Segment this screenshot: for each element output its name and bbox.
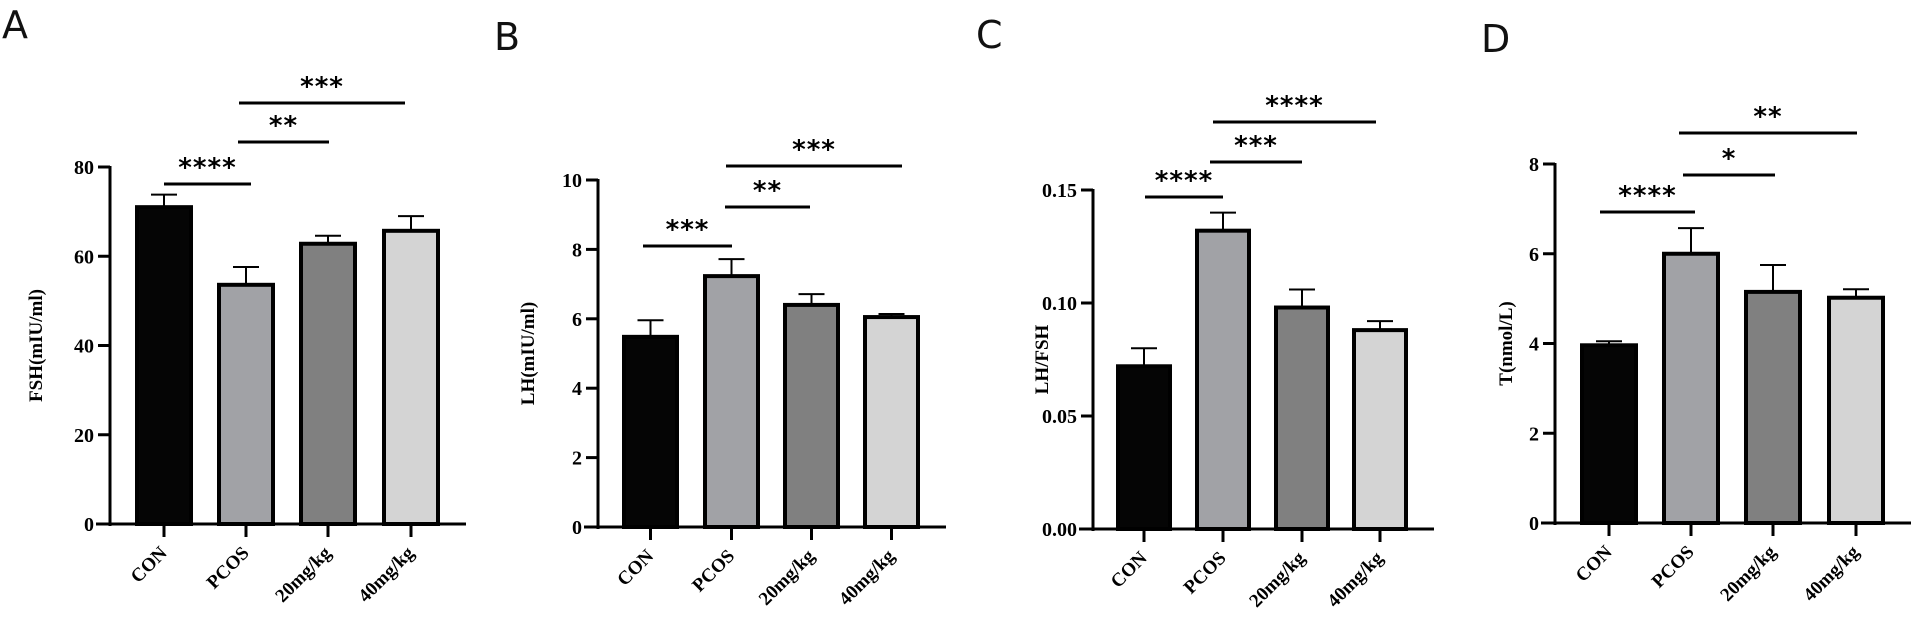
y-tick-label: 4 bbox=[572, 378, 582, 400]
panel-b: B 0 2 4 6 8 10 LH(mIU/ml) CON PCOS 20mg/kg 40mg/kg *… bbox=[494, 15, 946, 610]
significance-label: *** bbox=[1234, 131, 1278, 161]
x-tick-label: CON bbox=[1107, 547, 1152, 592]
x-tick-label: 40mg/kg bbox=[1323, 547, 1387, 611]
bar-40mgkg bbox=[1352, 328, 1408, 531]
bar-con bbox=[622, 334, 679, 529]
x-tick-label: PCOS bbox=[1180, 548, 1231, 599]
bar-con bbox=[135, 205, 193, 526]
significance-label: ** bbox=[1753, 102, 1782, 132]
y-tick-label: 4 bbox=[1529, 334, 1539, 356]
x-tick-label: PCOS bbox=[1648, 542, 1699, 593]
x-tick-label: 20mg/kg bbox=[1716, 541, 1780, 605]
y-tick-label: 6 bbox=[1529, 244, 1539, 266]
x-tick-label: 20mg/kg bbox=[271, 542, 335, 606]
bar-20mgkg bbox=[783, 302, 840, 530]
x-tick-label: CON bbox=[1572, 541, 1617, 586]
bar-20mgkg bbox=[1274, 305, 1330, 531]
significance-label: **** bbox=[178, 153, 236, 183]
bar-40mgkg bbox=[863, 315, 920, 529]
bar-20mgkg bbox=[299, 241, 357, 526]
y-tick-label: 40 bbox=[74, 336, 94, 358]
x-tick-label: CON bbox=[127, 542, 172, 587]
y-tick-label: 80 bbox=[74, 157, 94, 179]
y-axis-title: T(nmol/L) bbox=[1496, 301, 1517, 385]
significance-label: **** bbox=[1618, 181, 1676, 211]
bar-con bbox=[1580, 343, 1638, 526]
bar-pcos bbox=[1195, 228, 1251, 531]
y-tick-label: 2 bbox=[1529, 423, 1539, 445]
panel-a: A 0 20 40 60 80 FSH(mIU/ml) CON PCOS 20mg/kg 40mg/… bbox=[2, 3, 466, 607]
x-tick-label: 40mg/kg bbox=[1799, 541, 1863, 605]
y-axis-title: LH(mIU/ml) bbox=[518, 302, 539, 405]
panel-letter: B bbox=[494, 15, 520, 59]
significance-label: ** bbox=[753, 176, 782, 206]
x-tick-label: 40mg/kg bbox=[835, 545, 899, 609]
y-axis-title: FSH(mIU/ml) bbox=[26, 289, 47, 402]
significance-label: *** bbox=[666, 215, 710, 245]
y-tick-label: 8 bbox=[572, 239, 582, 261]
bar-con bbox=[1116, 364, 1172, 531]
y-tick-label: 2 bbox=[572, 448, 582, 470]
y-tick-label: 0 bbox=[84, 514, 94, 536]
y-tick-label: 8 bbox=[1529, 154, 1539, 176]
panel-letter: D bbox=[1481, 17, 1510, 61]
y-tick-label: 0 bbox=[572, 517, 582, 539]
y-tick-label: 0.10 bbox=[1042, 293, 1077, 315]
significance-label: * bbox=[1722, 144, 1737, 174]
y-tick-label: 60 bbox=[74, 246, 94, 268]
y-tick-label: 0.15 bbox=[1042, 180, 1077, 202]
bar-pcos bbox=[217, 282, 275, 526]
bar-pcos bbox=[1662, 251, 1720, 525]
y-tick-label: 0 bbox=[1529, 513, 1539, 535]
x-tick-label: CON bbox=[613, 545, 658, 590]
x-tick-label: 20mg/kg bbox=[755, 545, 819, 609]
panel-letter: C bbox=[976, 13, 1003, 57]
x-tick-label: 40mg/kg bbox=[354, 542, 418, 606]
bar-40mgkg bbox=[1827, 295, 1885, 526]
panel-c: C 0.00 0.05 0.10 0.15 LH/FSH CON PCOS 20mg/kg 40m… bbox=[976, 13, 1434, 612]
x-tick-label: PCOS bbox=[203, 543, 254, 594]
significance-label: ** bbox=[269, 111, 298, 141]
y-axis-title: LH/FSH bbox=[1032, 324, 1053, 394]
y-tick-label: 6 bbox=[572, 309, 582, 331]
x-tick-label: PCOS bbox=[688, 546, 739, 597]
y-tick-label: 10 bbox=[562, 170, 582, 192]
significance-label: **** bbox=[1265, 91, 1323, 121]
x-tick-label: 20mg/kg bbox=[1245, 547, 1309, 611]
panel-letter: A bbox=[2, 3, 28, 47]
y-tick-label: 20 bbox=[74, 425, 94, 447]
significance-label: **** bbox=[1155, 166, 1213, 196]
significance-label: *** bbox=[300, 72, 344, 102]
bar-pcos bbox=[703, 274, 760, 529]
y-tick-label: 0.05 bbox=[1042, 406, 1077, 428]
y-tick-label: 0.00 bbox=[1042, 519, 1077, 541]
significance-label: *** bbox=[792, 135, 836, 165]
bar-40mgkg bbox=[382, 228, 440, 526]
bar-20mgkg bbox=[1744, 289, 1802, 525]
